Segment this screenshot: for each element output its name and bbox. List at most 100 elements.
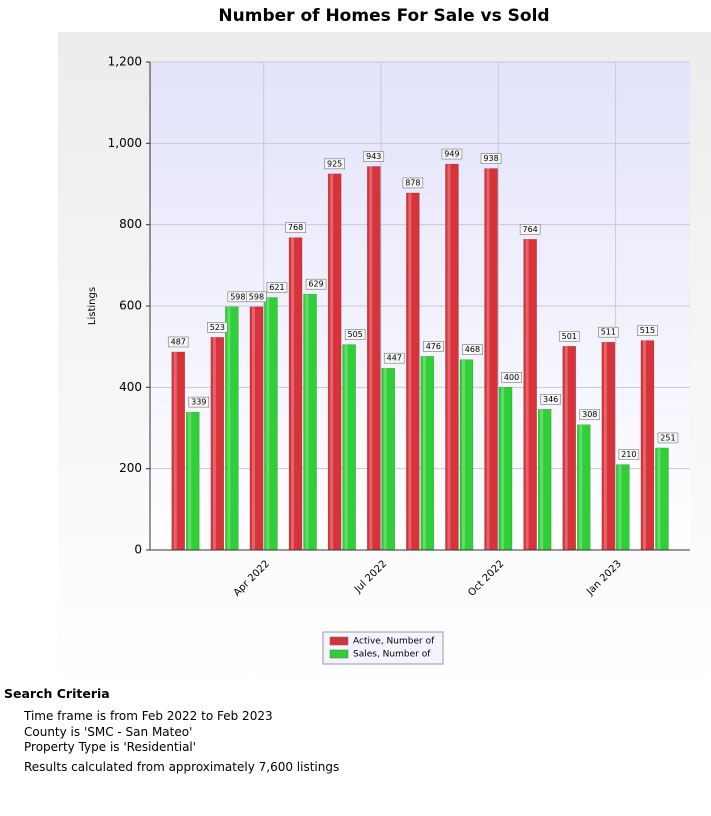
bar-highlight [408, 192, 412, 551]
value-label-box [558, 330, 580, 342]
y-tick-label: 400 [119, 380, 142, 394]
bar-highlight [564, 346, 568, 550]
bar [303, 293, 317, 551]
bar-highlight [501, 387, 505, 550]
bar-highlight [330, 173, 334, 551]
value-label-box [441, 148, 463, 160]
value-label-box [207, 322, 228, 333]
bar [445, 163, 459, 551]
bar [616, 464, 630, 551]
search-criteria: Search Criteria Time frame is from Feb 2… [4, 686, 339, 775]
bar-highlight [461, 359, 465, 550]
criteria-line: Property Type is 'Residential' [24, 740, 197, 754]
y-tick-label: 0 [134, 543, 142, 557]
bar [381, 367, 396, 551]
value-label: 339 [191, 398, 206, 407]
bar [342, 344, 356, 551]
value-label: 878 [405, 178, 420, 187]
chart: Number of Homes For Sale vs Sold Listing… [58, 6, 711, 690]
value-label-box [480, 153, 502, 164]
legend-swatch [329, 636, 349, 646]
bar-highlight [657, 447, 661, 550]
bar [601, 341, 616, 551]
bar-highlight [486, 168, 490, 550]
value-label: 629 [308, 280, 323, 289]
bar-highlight [251, 306, 255, 550]
y-tick-label: 800 [119, 217, 142, 231]
value-label-box [167, 336, 189, 348]
bar [210, 337, 225, 551]
value-label: 346 [543, 395, 558, 404]
criteria-heading: Search Criteria [4, 686, 110, 701]
value-label-box [402, 177, 424, 189]
value-label: 949 [444, 150, 459, 159]
value-label: 938 [483, 154, 498, 163]
value-label: 251 [660, 433, 675, 442]
value-label-box [637, 325, 658, 336]
bar [459, 359, 474, 551]
value-label-box [501, 372, 522, 383]
bar-highlight [291, 237, 295, 550]
bar [420, 356, 435, 551]
legend-label: Sales, Number of [353, 650, 431, 660]
bar-highlight [383, 368, 387, 550]
value-label-box [618, 449, 640, 460]
y-tick-label: 600 [119, 299, 142, 313]
bar-highlight [603, 342, 607, 550]
bar [655, 447, 669, 551]
value-label: 598 [230, 292, 245, 301]
value-label-box [266, 282, 288, 293]
bar [640, 340, 655, 551]
value-label: 511 [601, 328, 616, 337]
value-label-box [383, 352, 405, 364]
legend-swatch [329, 649, 349, 659]
value-label: 523 [210, 323, 225, 332]
value-label-box [598, 326, 619, 338]
bar [537, 408, 552, 551]
value-label-box [188, 396, 210, 408]
criteria-line: County is 'SMC - San Mateo' [24, 724, 193, 739]
bar [327, 173, 342, 551]
bar [249, 306, 264, 551]
bar-highlight [344, 344, 348, 550]
value-label-box [285, 222, 306, 233]
value-label-box [579, 409, 601, 421]
bar-highlight [618, 464, 622, 550]
value-label: 764 [523, 225, 538, 234]
bar [523, 239, 537, 551]
value-label-box [363, 151, 385, 162]
value-label: 515 [640, 326, 655, 335]
criteria-line: Time frame is from Feb 2022 to Feb 2023 [24, 709, 273, 723]
bar [225, 306, 239, 551]
bar-highlight [579, 424, 583, 550]
value-label: 447 [387, 354, 402, 363]
bar [498, 387, 513, 551]
value-label-box [246, 291, 267, 303]
y-tick-label: 1,200 [108, 55, 142, 69]
value-label-box [657, 432, 679, 444]
bar [171, 351, 186, 551]
value-label: 308 [582, 410, 597, 419]
bar-highlight [525, 239, 529, 550]
bar [406, 192, 420, 551]
value-label: 400 [504, 373, 519, 382]
y-tick-label: 200 [119, 461, 142, 475]
bar [366, 166, 381, 551]
value-label: 925 [327, 159, 342, 168]
value-label: 768 [288, 223, 303, 232]
bar-highlight [422, 356, 426, 550]
bar [264, 297, 278, 551]
value-label-box [344, 329, 366, 340]
value-label-box [540, 393, 561, 405]
bar-highlight [212, 337, 216, 550]
y-axis-label: Listings [87, 287, 98, 325]
value-label: 505 [348, 330, 363, 339]
chart-title: Number of Homes For Sale vs Sold [218, 6, 549, 26]
value-label: 210 [621, 450, 636, 459]
criteria-line: Results calculated from approximately 7,… [24, 759, 340, 774]
value-label-box [462, 344, 483, 355]
bar-highlight [305, 294, 309, 550]
bar-highlight [173, 351, 177, 550]
bar-highlight [540, 409, 544, 550]
